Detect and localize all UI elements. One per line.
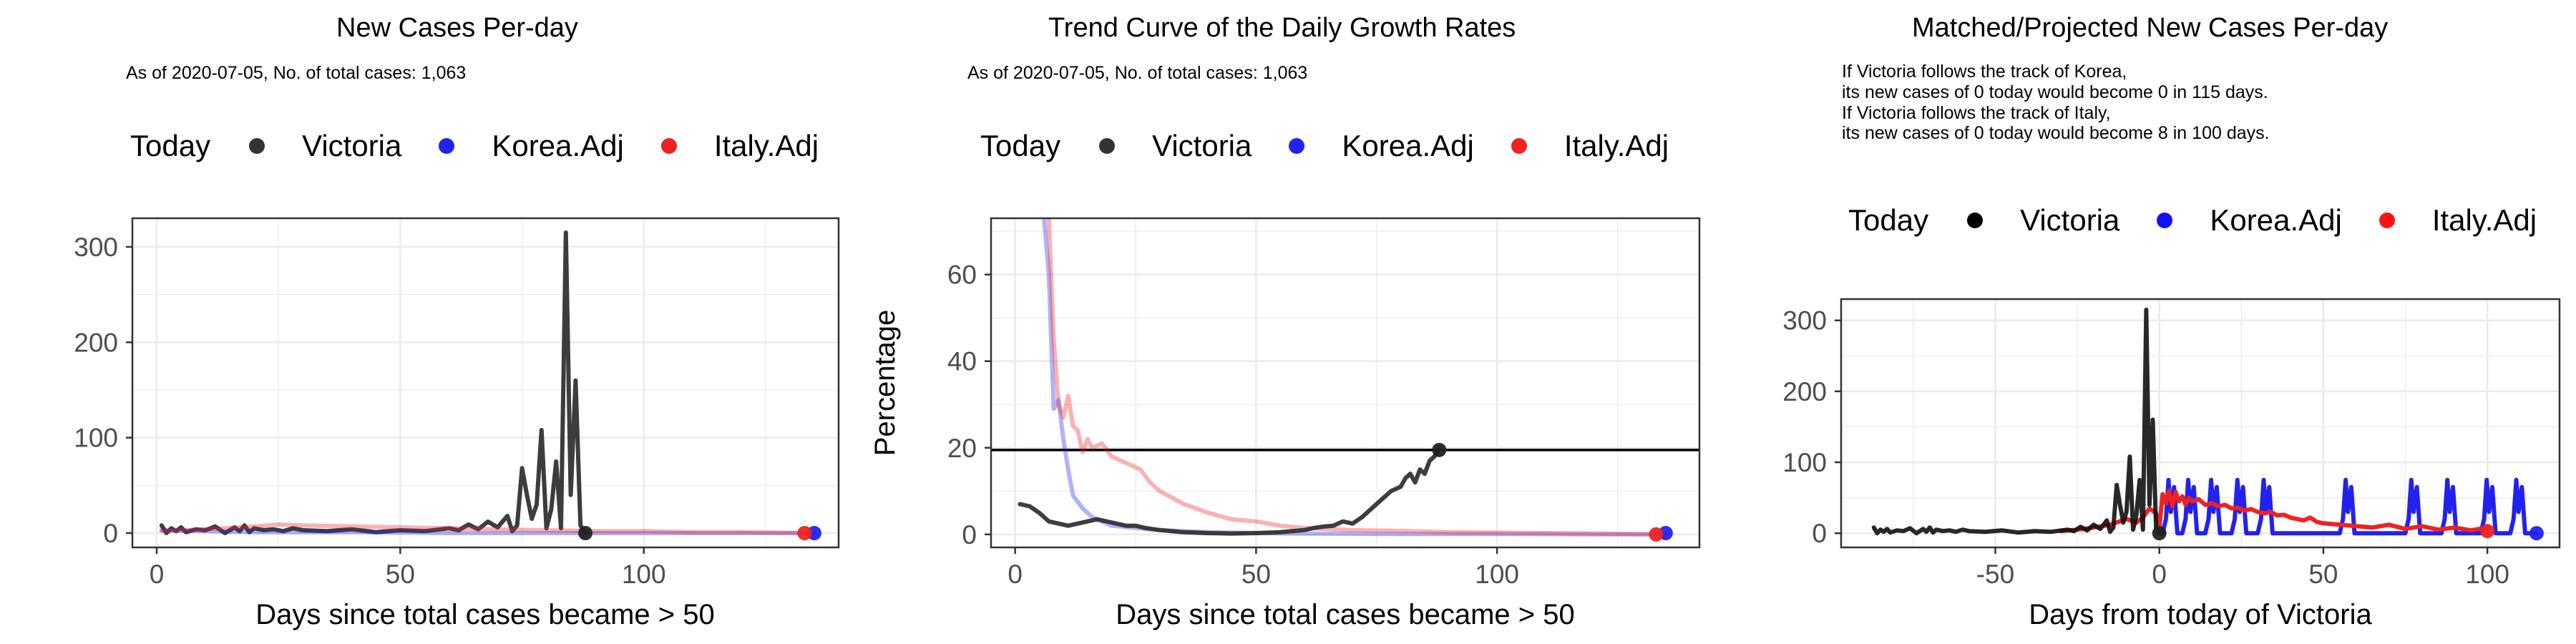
chart-subtitle: If Victoria follows the track of Korea, … [1842, 62, 2270, 144]
legend-item-korea: Korea.Adj [439, 129, 624, 163]
legend-label: Victoria [2020, 203, 2120, 237]
subtitle-line: its new cases of 0 today would become 0 … [1842, 82, 2268, 102]
today-point-victoria [1432, 442, 1447, 457]
legend-title: Today [980, 129, 1061, 162]
x-axis-label: Days since total cases became > 50 [1116, 599, 1574, 630]
y-tick-label: 0 [103, 519, 118, 548]
subtitle-line: If Victoria follows the track of Korea, [1842, 62, 2127, 82]
legend-dot-victoria [1099, 138, 1116, 154]
legend-label: Italy.Adj [2431, 203, 2537, 237]
x-tick-label: -50 [1976, 560, 2014, 589]
y-tick-label: 200 [74, 328, 118, 357]
y-tick-label: 200 [1782, 377, 1827, 406]
x-tick-label: 100 [622, 560, 666, 589]
chart-title: Matched/Projected New Cases Per-day [1912, 13, 2389, 43]
legend-label: Italy.Adj [1563, 129, 1669, 162]
legend: Today Victoria Korea.Adj Italy.Adj [1848, 203, 2574, 238]
chart-subtitle: As of 2020-07-05, No. of total cases: 1,… [126, 63, 467, 83]
y-tick-label: 0 [962, 520, 977, 550]
y-tick-label: 300 [1782, 306, 1827, 336]
legend-item-italy: Italy.Adj [2379, 203, 2537, 238]
chart-title: Trend Curve of the Daily Growth Rates [1048, 13, 1516, 43]
legend: Today Victoria Korea.Adj Italy.Adj [130, 129, 856, 163]
legend-label: Korea.Adj [2210, 203, 2342, 237]
legend-item-victoria: Victoria [1099, 129, 1252, 163]
legend-dot-victoria [1967, 213, 1984, 228]
plot-area: -50 0 50 100 0 100 200 300 Days from today of Vi… [1782, 298, 2561, 630]
plot-border [1840, 298, 2561, 549]
legend-item-italy: Italy.Adj [1511, 129, 1669, 163]
legend-item-victoria: Victoria [1967, 203, 2119, 238]
x-tick-label: 0 [1008, 560, 1023, 589]
legend-title: Today [130, 129, 211, 162]
legend-title: Today [1848, 203, 1929, 237]
legend-item-italy: Italy.Adj [660, 129, 819, 163]
chart-panel-2: Trend Curve of the Daily Growth Rates As… [859, 0, 1717, 644]
legend-dot-italy [660, 138, 677, 154]
legend-item-victoria: Victoria [249, 129, 401, 163]
subtitle-line: If Victoria follows the track of Italy, [1842, 102, 2111, 123]
legend-label: Victoria [302, 129, 402, 162]
legend: Today Victoria Korea.Adj Italy.Adj [980, 129, 1706, 163]
x-tick-label: 0 [2152, 560, 2167, 589]
plot-area: 0 50 100 0 100 200 300 Days since total cases b… [74, 217, 840, 630]
today-point-victoria [578, 526, 593, 540]
legend-label: Korea.Adj [492, 129, 624, 162]
legend-dot-italy [2379, 213, 2395, 228]
legend-dot-victoria [249, 138, 265, 154]
today-point-italy-adj [797, 526, 812, 540]
legend-label: Victoria [1152, 129, 1252, 162]
legend-label: Korea.Adj [1342, 129, 1474, 162]
chart-panel-1: New Cases Per-day As of 2020-07-05, No. … [0, 0, 859, 644]
series-line-italy-adj [159, 522, 807, 535]
plot-border [131, 217, 840, 549]
series-line-victoria [1018, 447, 1442, 536]
y-tick-label: 300 [74, 233, 118, 262]
y-tick-label: 100 [1782, 448, 1827, 477]
x-axis-label: Days from today of Victoria [2029, 599, 2372, 630]
x-tick-label: 50 [1241, 560, 1271, 589]
y-tick-label: 100 [74, 424, 118, 453]
legend-dot-korea [1289, 138, 1305, 154]
today-point-italy-adj [2480, 524, 2495, 539]
legend-dot-korea [2157, 213, 2173, 228]
x-tick-label: 50 [386, 560, 415, 589]
today-point-korea-adj [2529, 526, 2544, 541]
series-line-victoria [159, 230, 587, 535]
series-line-italy-adj [1046, 218, 1659, 537]
legend-dot-korea [439, 138, 455, 154]
y-axis-label: Percentage [869, 310, 901, 457]
x-tick-label: 50 [2308, 560, 2338, 589]
y-tick-label: 40 [947, 347, 977, 376]
y-tick-label: 0 [1812, 519, 1827, 548]
subtitle-line: its new cases of 0 today would become 8 … [1842, 123, 2270, 144]
legend-item-korea: Korea.Adj [2157, 203, 2342, 238]
legend-label: Italy.Adj [713, 129, 819, 162]
legend-dot-italy [1511, 138, 1527, 154]
x-axis-label: Days since total cases became > 50 [255, 599, 714, 630]
plot-area: 0 50 100 0 20 40 60 Days since total cases beca… [869, 217, 1701, 630]
y-tick-label: 20 [947, 434, 977, 463]
legend-item-korea: Korea.Adj [1289, 129, 1474, 163]
chart-panel-3: Matched/Projected New Cases Per-day If V… [1717, 0, 2576, 644]
x-tick-label: 0 [150, 560, 165, 589]
chart-title: New Cases Per-day [336, 13, 578, 43]
today-point-italy-adj [1649, 527, 1664, 542]
x-tick-label: 100 [1475, 560, 1519, 589]
y-tick-label: 60 [947, 260, 977, 290]
series-line-korea-adj [1042, 218, 1668, 537]
x-tick-label: 100 [2465, 560, 2509, 589]
plot-border [990, 217, 1701, 549]
chart-subtitle: As of 2020-07-05, No. of total cases: 1,… [967, 63, 1308, 83]
today-point-victoria [2152, 526, 2167, 541]
series-line-korea-adj [159, 528, 816, 535]
series-line-victoria [1871, 307, 2162, 536]
series-line-korea-adj [2157, 477, 2539, 536]
